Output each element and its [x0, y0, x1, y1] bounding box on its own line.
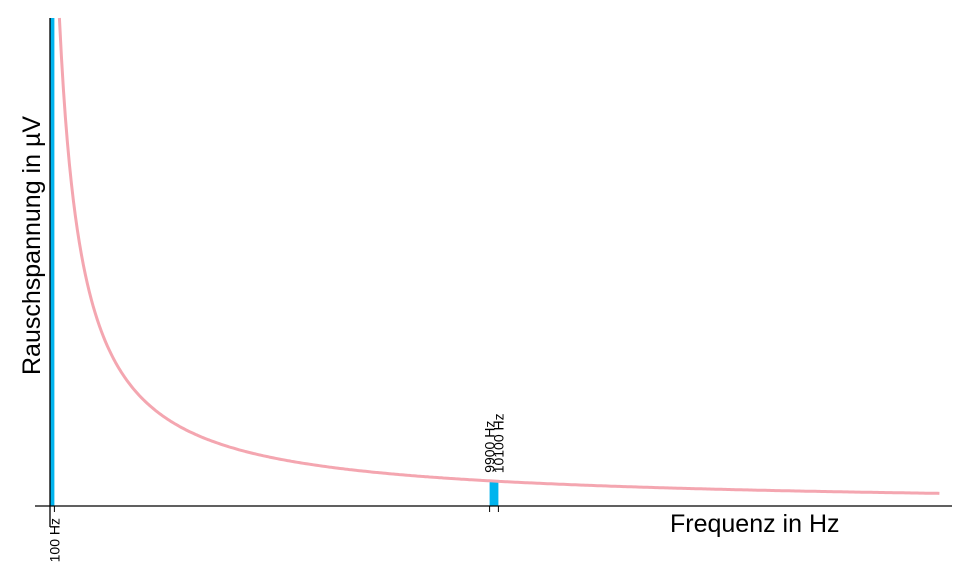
- band-1: [50, 18, 55, 506]
- tick-label-1: 100 Hz: [46, 518, 62, 562]
- band-2: [489, 480, 499, 506]
- tick-label-2: 9900 Hz: [482, 421, 498, 473]
- noise-curve: [57, 17, 940, 495]
- tick-label-3: 10100 Hz: [490, 413, 506, 473]
- y-axis-label: Rauschspannung in µV: [18, 116, 46, 375]
- x-axis-label: Frequenz in Hz: [670, 510, 840, 538]
- shaded-bands: [50, 18, 499, 506]
- tick-marks: [53, 506, 499, 512]
